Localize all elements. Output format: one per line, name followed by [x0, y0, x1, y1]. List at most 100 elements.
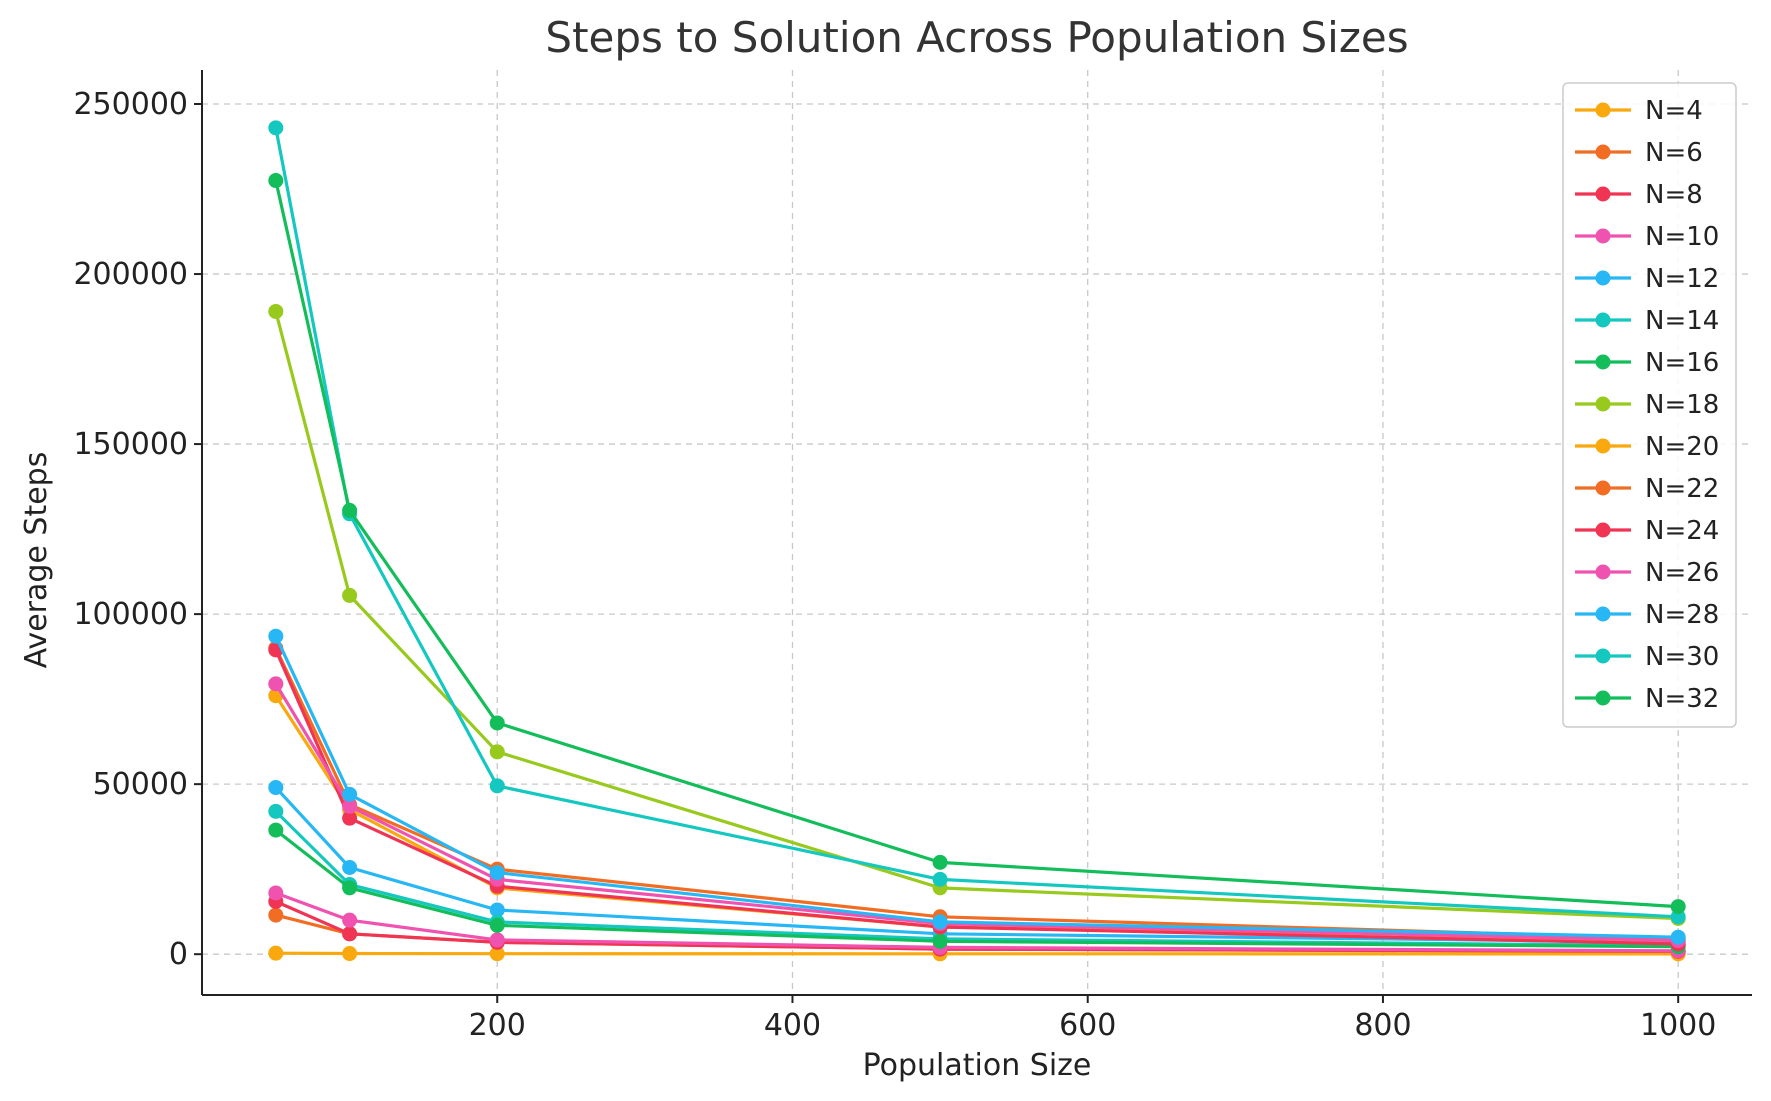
data-point — [489, 778, 505, 794]
series-lines — [268, 120, 1686, 962]
legend-item: N=22 — [1575, 474, 1719, 504]
axes: 200 400 600 800 1000 0 50000 100000 150000 200000… — [73, 70, 1752, 1043]
data-point — [342, 810, 358, 826]
legend-marker — [1595, 480, 1611, 496]
series-N=32 — [268, 173, 1686, 915]
legend-item: N=26 — [1575, 558, 1719, 588]
data-point — [342, 587, 358, 603]
legend-label: N=16 — [1645, 348, 1719, 378]
data-point — [489, 932, 505, 948]
legend-label: N=18 — [1645, 390, 1719, 420]
y-tick-label: 250000 — [73, 87, 188, 122]
legend-item: N=20 — [1575, 432, 1719, 462]
legend-marker — [1595, 438, 1611, 454]
data-point — [1670, 929, 1686, 945]
legend-item: N=18 — [1575, 390, 1719, 420]
series-line — [274, 649, 1679, 946]
legend-item: N=4 — [1575, 96, 1703, 126]
legend-item: N=12 — [1575, 264, 1719, 294]
legend-marker — [1595, 522, 1611, 538]
y-tick-label: 0 — [169, 937, 188, 972]
legend-label: N=6 — [1645, 138, 1703, 168]
legend-marker — [1595, 564, 1611, 580]
legend-marker — [1595, 270, 1611, 286]
data-point — [342, 946, 358, 962]
y-tick-label: 150000 — [73, 427, 188, 462]
legend-item: N=8 — [1575, 180, 1703, 210]
series-N=16 — [268, 822, 1686, 955]
series-N=22 — [268, 640, 1686, 947]
legend-marker — [1595, 648, 1611, 664]
y-tick-label: 200000 — [73, 257, 188, 292]
legend-marker — [1595, 690, 1611, 706]
legend-marker — [1595, 354, 1611, 370]
legend-label: N=24 — [1645, 516, 1719, 546]
data-point — [342, 859, 358, 875]
legend-item: N=6 — [1575, 138, 1703, 168]
legend-item: N=14 — [1575, 306, 1719, 336]
legend-label: N=32 — [1645, 684, 1719, 714]
legend-label: N=8 — [1645, 180, 1703, 210]
data-point — [268, 173, 284, 189]
legend-marker — [1595, 396, 1611, 412]
data-point — [932, 914, 948, 930]
series-line — [274, 682, 1679, 943]
chart-title: Steps to Solution Across Population Size… — [545, 13, 1408, 62]
legend-item: N=32 — [1575, 684, 1719, 714]
series-N=18 — [268, 303, 1686, 926]
legend-item: N=30 — [1575, 642, 1719, 672]
legend-label: N=14 — [1645, 306, 1719, 336]
x-tick-label: 400 — [764, 1008, 821, 1043]
y-tick-label: 50000 — [93, 767, 188, 802]
legend-label: N=26 — [1645, 558, 1719, 588]
x-tick-label: 600 — [1059, 1008, 1116, 1043]
data-point — [489, 946, 505, 962]
data-point — [268, 303, 284, 319]
data-point — [268, 945, 284, 961]
series-line — [274, 311, 1679, 921]
data-point — [268, 822, 284, 838]
legend-item: N=16 — [1575, 348, 1719, 378]
data-point — [268, 780, 284, 796]
legend-label: N=20 — [1645, 432, 1719, 462]
legend-marker — [1595, 102, 1611, 118]
legend-marker — [1595, 606, 1611, 622]
legend-marker — [1595, 312, 1611, 328]
x-tick-label: 1000 — [1640, 1008, 1716, 1043]
data-point — [1670, 899, 1686, 915]
y-axis-label: Average Steps — [19, 452, 54, 669]
data-point — [342, 912, 358, 928]
legend-label: N=12 — [1645, 264, 1719, 294]
data-point — [489, 902, 505, 918]
legend-item: N=24 — [1575, 516, 1719, 546]
data-point — [932, 871, 948, 887]
data-point — [268, 907, 284, 923]
y-tick-label: 100000 — [73, 597, 188, 632]
legend-item: N=10 — [1575, 222, 1719, 252]
data-point — [268, 676, 284, 692]
legend-label: N=22 — [1645, 474, 1719, 504]
data-point — [932, 854, 948, 870]
data-point — [489, 744, 505, 760]
legend-label: N=10 — [1645, 222, 1719, 252]
legend-marker — [1595, 228, 1611, 244]
legend-marker — [1595, 144, 1611, 160]
series-line — [275, 951, 1679, 956]
data-point — [342, 798, 358, 814]
series-N=28 — [268, 628, 1686, 945]
data-point — [489, 917, 505, 933]
legend-label: N=28 — [1645, 600, 1719, 630]
data-point — [268, 628, 284, 644]
data-point — [489, 865, 505, 881]
data-point — [342, 786, 358, 802]
data-point — [268, 120, 284, 136]
legend-marker — [1595, 186, 1611, 202]
data-point — [489, 715, 505, 731]
series-line — [274, 635, 1679, 939]
x-tick-label: 200 — [469, 1008, 526, 1043]
legend-label: N=30 — [1645, 642, 1719, 672]
legend-label: N=4 — [1645, 96, 1703, 126]
data-point — [932, 933, 948, 949]
x-axis-label: Population Size — [863, 1048, 1092, 1083]
